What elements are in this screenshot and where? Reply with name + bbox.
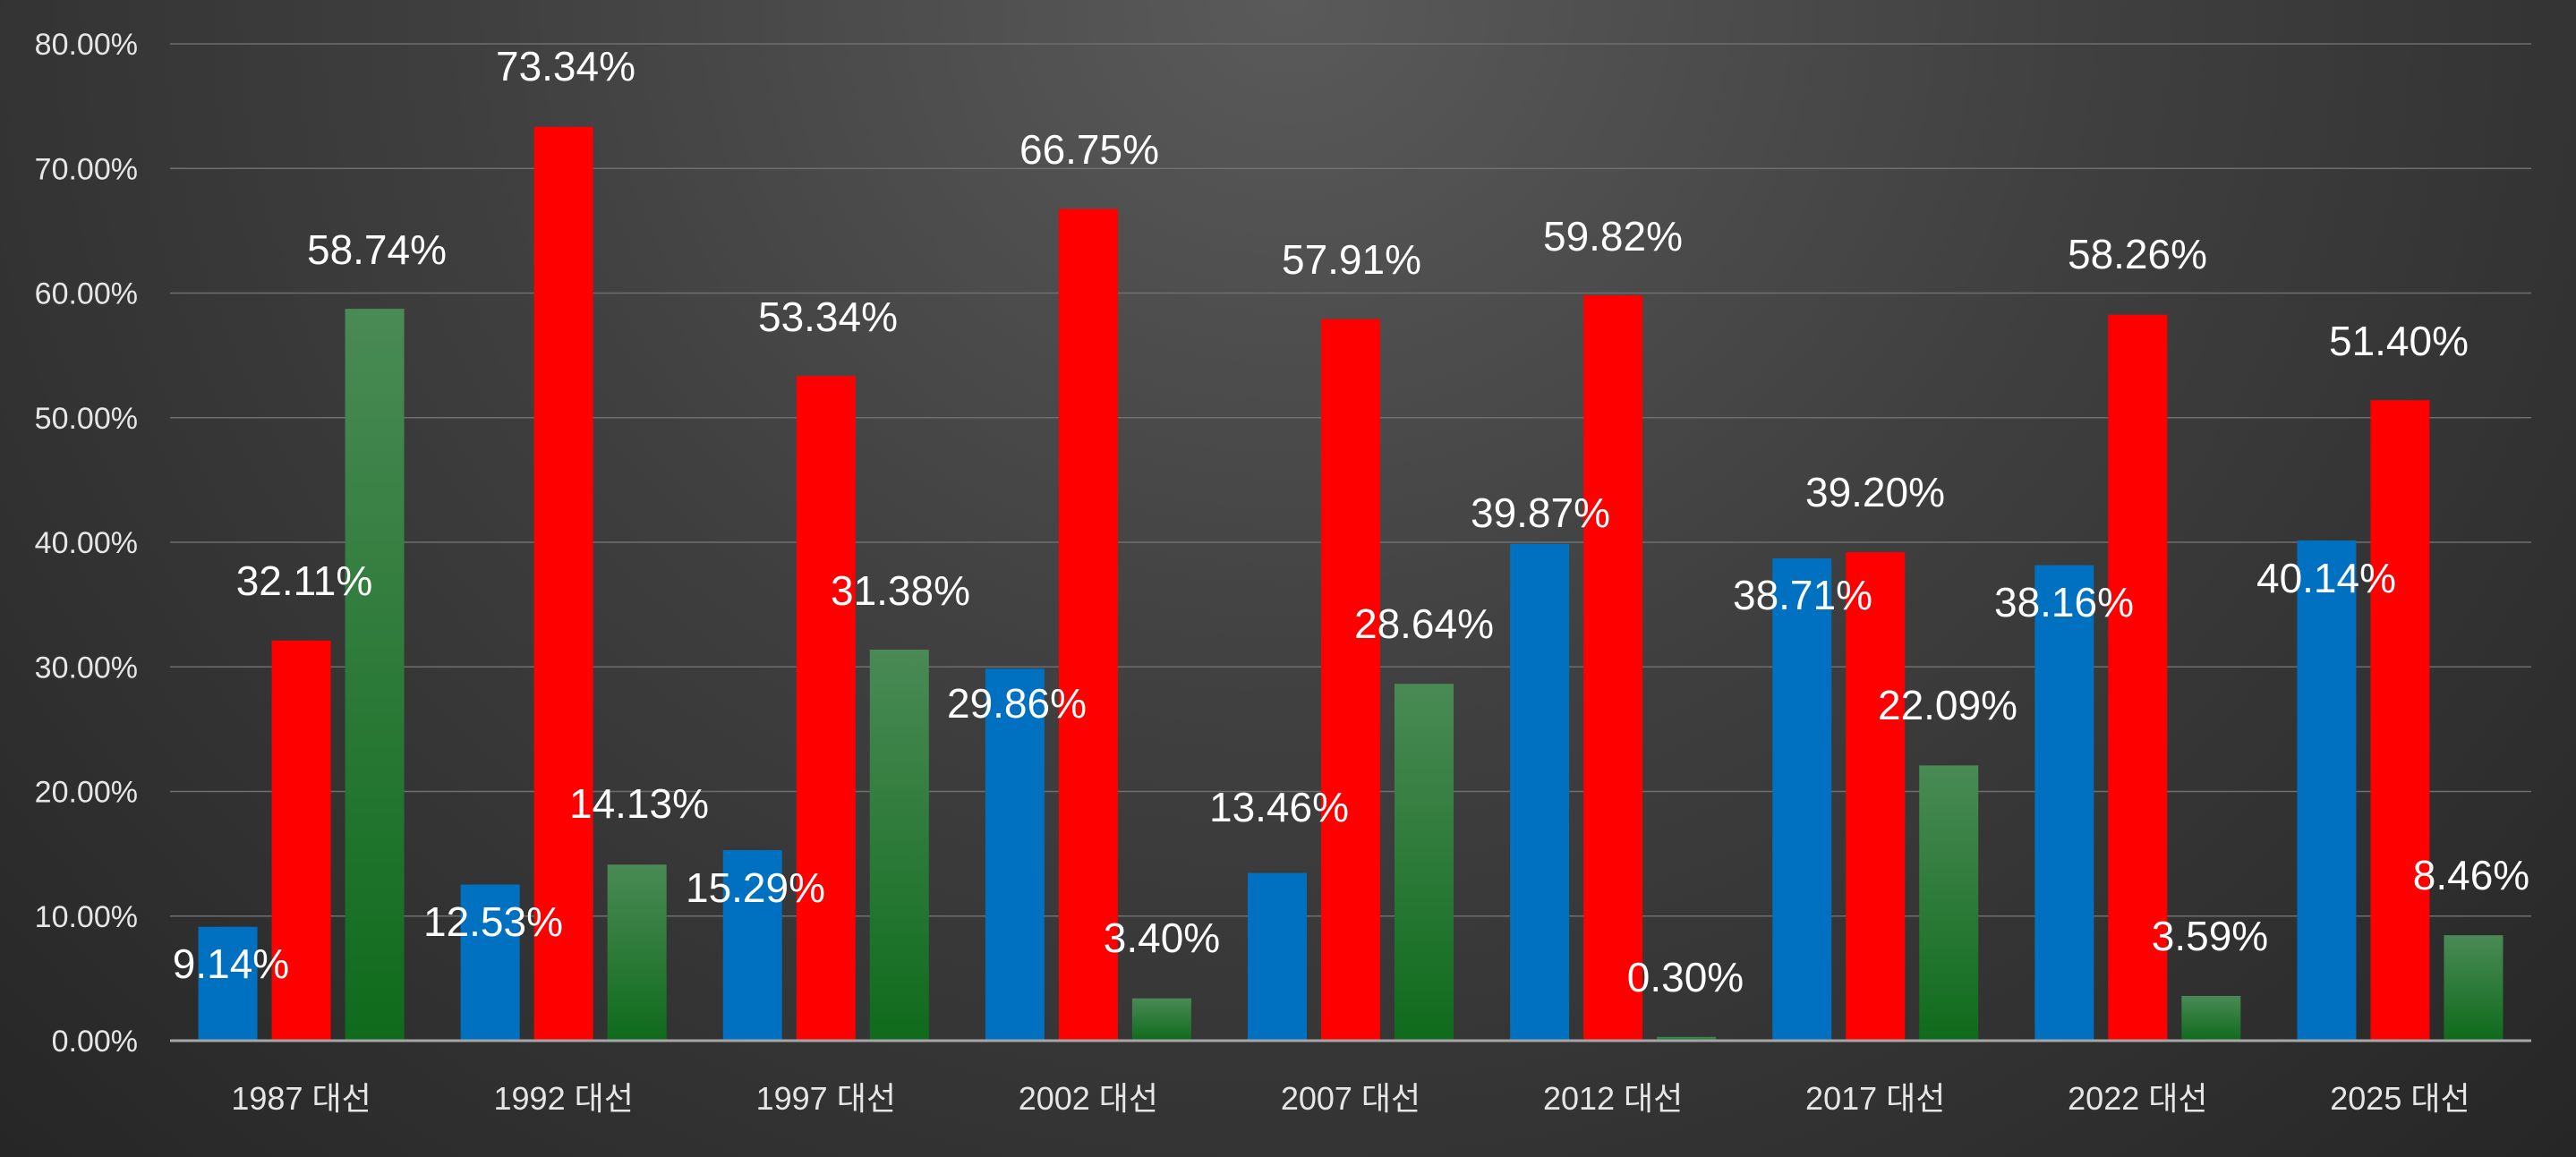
data-label: 12.53%: [423, 898, 563, 945]
data-label: 15.29%: [686, 864, 825, 911]
data-label: 39.20%: [1805, 469, 1945, 515]
x-category-label: 1997 대선: [756, 1080, 896, 1117]
bar: [1510, 543, 1570, 1041]
bar: [345, 309, 405, 1041]
data-labels: 9.14% 32.11% 58.74% 12.53% 73.34% 14.13% 15.29…: [173, 43, 2529, 1000]
x-category-label: 2022 대선: [2068, 1080, 2207, 1117]
y-tick-label: 30.00%: [35, 651, 138, 685]
y-tick-label: 0.00%: [52, 1025, 138, 1059]
y-tick-label: 20.00%: [35, 776, 138, 810]
x-category-label: 2017 대선: [1805, 1080, 1945, 1117]
bar: [1846, 552, 1906, 1041]
data-label: 38.71%: [1733, 572, 1872, 618]
bar: [722, 850, 782, 1041]
bar: [1772, 557, 1832, 1041]
data-label: 39.87%: [1471, 489, 1610, 536]
data-label: 31.38%: [831, 567, 970, 614]
bar: [985, 668, 1045, 1041]
data-label: 73.34%: [496, 43, 635, 89]
data-label: 3.40%: [1104, 915, 1220, 961]
x-category-label: 2025 대선: [2330, 1080, 2469, 1117]
bar: [1583, 295, 1643, 1042]
bar: [1919, 765, 1979, 1041]
y-tick-label: 80.00%: [35, 28, 138, 62]
bar: [198, 926, 258, 1041]
bar: [2034, 565, 2094, 1041]
data-label: 53.34%: [758, 294, 898, 340]
bars: [198, 126, 2503, 1042]
bar: [2181, 996, 2241, 1041]
data-label: 59.82%: [1543, 213, 1683, 259]
y-tick-label: 10.00%: [35, 900, 138, 934]
bar: [2444, 935, 2503, 1041]
data-label: 13.46%: [1209, 784, 1349, 830]
data-label: 57.91%: [1282, 236, 1421, 283]
x-category-label: 2002 대선: [1019, 1080, 1158, 1117]
data-label: 40.14%: [2256, 555, 2396, 601]
data-label: 58.74%: [307, 226, 447, 273]
bar: [460, 884, 520, 1041]
data-label: 51.40%: [2329, 318, 2469, 364]
data-label: 58.26%: [2068, 231, 2207, 277]
data-label: 28.64%: [1354, 600, 1494, 647]
bar: [1395, 684, 1454, 1041]
y-tick-label: 40.00%: [35, 526, 138, 560]
bar: [869, 650, 929, 1041]
data-label: 29.86%: [947, 680, 1087, 727]
data-label: 0.30%: [1627, 954, 1744, 1000]
bar: [1321, 319, 1380, 1041]
y-tick-label: 70.00%: [35, 152, 138, 186]
bar: [2108, 314, 2168, 1041]
data-label: 66.75%: [1019, 126, 1159, 173]
bar: [796, 376, 856, 1042]
x-category-label: 1987 대선: [231, 1080, 371, 1117]
x-category-label: 2012 대선: [1543, 1080, 1683, 1117]
x-category-label: 1992 대선: [494, 1080, 634, 1117]
bar: [1058, 208, 1118, 1042]
data-label: 9.14%: [173, 940, 289, 987]
bar: [1657, 1036, 1717, 1041]
y-axis-tick-labels: 0.00% 10.00% 20.00% 30.00% 40.00% 50.00% 60.00…: [35, 28, 138, 1059]
bar: [271, 640, 331, 1041]
bar: [2297, 540, 2357, 1041]
x-axis-category-labels: 1987 대선 1992 대선 1997 대선 2002 대선 2007 대선 2012 …: [231, 1080, 2469, 1117]
y-tick-label: 50.00%: [35, 402, 138, 436]
x-category-label: 2007 대선: [1281, 1080, 1420, 1117]
data-label: 8.46%: [2413, 852, 2529, 898]
data-label: 22.09%: [1878, 682, 2017, 728]
data-label: 3.59%: [2152, 913, 2268, 959]
bar: [1131, 998, 1191, 1041]
bar: [2370, 400, 2430, 1041]
data-label: 14.13%: [569, 780, 709, 827]
bar: [533, 126, 593, 1042]
bar: [607, 864, 667, 1041]
data-label: 38.16%: [1994, 579, 2134, 625]
y-tick-label: 60.00%: [35, 277, 138, 311]
bar: [1248, 872, 1307, 1041]
data-label: 32.11%: [236, 557, 373, 604]
